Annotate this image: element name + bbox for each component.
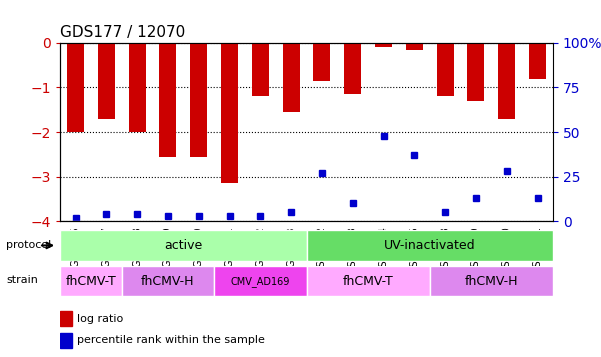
Bar <box>375 43 392 47</box>
Text: fhCMV-T: fhCMV-T <box>66 275 116 288</box>
Text: percentile rank within the sample: percentile rank within the sample <box>78 336 265 346</box>
Text: CMV_AD169: CMV_AD169 <box>231 276 290 287</box>
Text: fhCMV-H: fhCMV-H <box>141 275 195 288</box>
Bar <box>314 43 331 81</box>
Bar <box>282 43 299 112</box>
Text: strain: strain <box>6 275 38 285</box>
Text: fhCMV-T: fhCMV-T <box>343 275 394 288</box>
Bar <box>430 266 553 296</box>
Text: active: active <box>164 239 203 252</box>
Bar <box>344 43 361 94</box>
Bar <box>252 43 269 96</box>
Bar <box>98 43 115 119</box>
Bar <box>60 266 121 296</box>
Bar <box>437 43 454 96</box>
Bar <box>60 333 73 348</box>
Bar <box>121 266 214 296</box>
Bar <box>221 43 238 183</box>
Bar <box>307 266 430 296</box>
Bar <box>191 43 207 157</box>
Text: protocol: protocol <box>6 240 51 250</box>
Text: log ratio: log ratio <box>78 314 124 324</box>
Bar <box>498 43 515 119</box>
Bar <box>60 311 73 326</box>
Bar <box>60 230 307 261</box>
Text: GDS177 / 12070: GDS177 / 12070 <box>60 25 185 40</box>
Bar <box>529 43 546 79</box>
Text: fhCMV-H: fhCMV-H <box>465 275 518 288</box>
Bar <box>468 43 484 101</box>
Bar <box>307 230 553 261</box>
Bar <box>406 43 423 50</box>
Text: UV-inactivated: UV-inactivated <box>384 239 475 252</box>
Bar <box>129 43 145 132</box>
Bar <box>159 43 176 157</box>
Bar <box>67 43 84 132</box>
Bar <box>214 266 307 296</box>
